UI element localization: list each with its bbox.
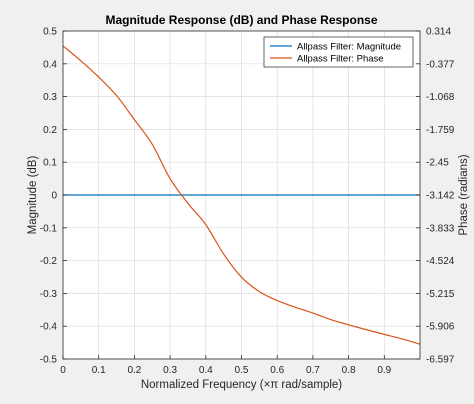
y-right-tick-label: -3.833: [426, 223, 455, 234]
x-tick-label: 0.7: [306, 365, 320, 376]
y-right-tick-label: -3.142: [426, 191, 455, 202]
y-left-tick-label: -0.4: [40, 322, 58, 333]
y-left-tick-label: 0.2: [43, 125, 57, 136]
y-right-tick-label: -6.597: [426, 355, 455, 366]
phase-series-line: [62, 45, 421, 345]
x-tick-label: 0: [60, 365, 66, 376]
legend-entry-label: Allpass Filter: Phase: [297, 53, 384, 64]
legend-box: [263, 36, 414, 68]
x-tick-label: 0.6: [270, 365, 284, 376]
y-right-tick-label: -0.377: [426, 59, 455, 70]
x-tick-label: 0.3: [163, 365, 177, 376]
y-axis-label-right: Phase (radians): [458, 154, 470, 235]
y-left-tick-label: 0.3: [43, 92, 57, 103]
x-tick-label: 0.2: [127, 365, 141, 376]
y-right-tick-label: -1.759: [426, 125, 455, 136]
y-right-tick-label: 0.314: [426, 27, 451, 38]
series-layer: [62, 45, 421, 345]
y-left-tick-label: -0.2: [40, 256, 58, 267]
y-right-tick-label: -4.524: [426, 256, 455, 267]
y-axis-label-left: Magnitude (dB): [27, 156, 39, 235]
y-left-tick-label: -0.5: [40, 355, 58, 366]
y-right-tick-label: -5.906: [426, 322, 455, 333]
y-left-tick-label: 0.1: [43, 158, 57, 169]
y-right-tick-label: -5.215: [426, 289, 455, 300]
x-tick-label: 0.9: [377, 365, 391, 376]
x-tick-label: 0.5: [235, 365, 249, 376]
x-axis-label: Normalized Frequency (×π rad/sample): [141, 379, 342, 391]
x-tick-label: 0.4: [199, 365, 213, 376]
y-left-tick-label: 0: [51, 191, 57, 202]
legend-entry-label: Allpass Filter: Magnitude: [297, 41, 401, 52]
chart-title: Magnitude Response (dB) and Phase Respon…: [105, 13, 377, 27]
y-left-tick-label: 0.4: [43, 59, 57, 70]
y-right-tick-label: -1.068: [426, 92, 455, 103]
y-left-tick-label: -0.1: [40, 223, 58, 234]
y-left-tick-label: 0.5: [43, 27, 57, 38]
x-tick-label: 0.1: [92, 365, 106, 376]
ticks: 0 0.1 0.2 0.3 0.4 0.5 0.6 0.7 0.8 0.9 0.5 0.4 0.3 0.2…: [40, 27, 455, 377]
y-right-tick-label: -2.45: [426, 158, 449, 169]
x-tick-label: 0.8: [342, 365, 356, 376]
y-left-tick-label: -0.3: [40, 289, 58, 300]
